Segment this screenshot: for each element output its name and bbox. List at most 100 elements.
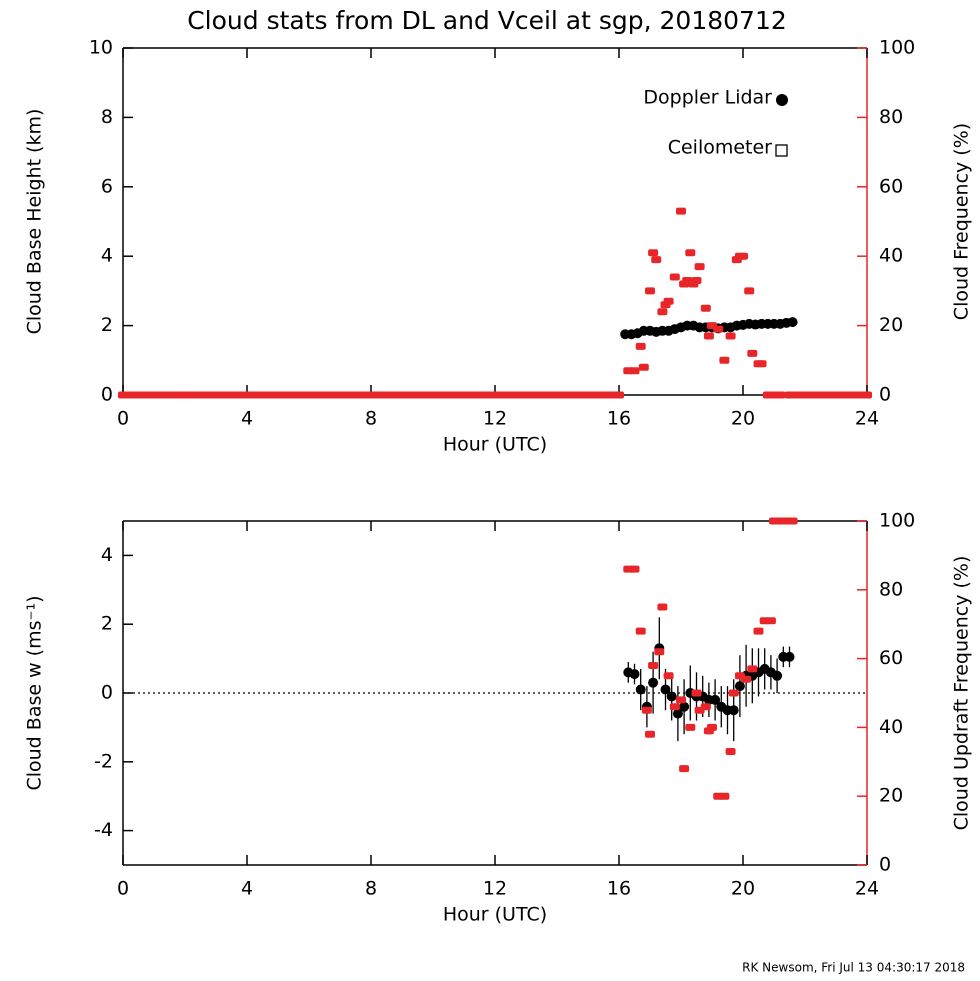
marker xyxy=(366,391,376,399)
y2-tick-label: 80 xyxy=(879,578,903,600)
marker xyxy=(428,391,438,399)
marker xyxy=(606,391,617,399)
marker xyxy=(635,342,646,350)
marker xyxy=(775,391,786,399)
marker xyxy=(567,391,578,399)
marker xyxy=(149,391,159,399)
y-tick-label: 4 xyxy=(101,544,113,566)
y2-axis-label: Cloud Frequency (%) xyxy=(951,123,973,320)
marker xyxy=(691,689,702,697)
y-tick-label: 6 xyxy=(101,175,113,197)
marker xyxy=(497,391,508,399)
chart-title: Cloud stats from DL and Vceil at sgp, 20… xyxy=(187,6,787,35)
legend-label: Ceilometer xyxy=(668,137,772,159)
footer: RK Newsom, Fri Jul 13 04:30:17 2018 xyxy=(742,961,965,975)
marker xyxy=(141,391,152,399)
marker xyxy=(645,287,655,295)
y-tick-label: 0 xyxy=(101,384,113,406)
x-axis-label: Hour (UTC) xyxy=(443,904,547,926)
marker xyxy=(156,391,167,399)
marker xyxy=(651,256,662,264)
marker xyxy=(335,391,345,399)
marker xyxy=(420,391,431,399)
marker xyxy=(666,691,677,702)
marker xyxy=(451,391,462,399)
x-tick-label: 16 xyxy=(607,408,631,430)
y2-tick-label: 0 xyxy=(879,384,891,406)
marker xyxy=(350,391,361,399)
marker xyxy=(536,391,547,399)
y2-tick-label: 100 xyxy=(879,37,915,59)
x-tick-label: 8 xyxy=(365,408,377,430)
marker xyxy=(862,391,872,399)
marker xyxy=(466,391,477,399)
x-tick-label: 16 xyxy=(607,878,631,900)
marker xyxy=(404,391,415,399)
marker xyxy=(180,391,190,399)
marker xyxy=(679,765,690,773)
marker xyxy=(648,661,659,669)
marker xyxy=(226,391,237,399)
legend-marker xyxy=(775,144,788,157)
marker xyxy=(513,391,524,399)
marker xyxy=(679,701,690,712)
marker xyxy=(685,249,696,257)
marker xyxy=(657,603,668,611)
marker xyxy=(734,681,745,692)
marker xyxy=(694,263,705,271)
x-tick-label: 24 xyxy=(855,878,879,900)
y2-tick-label: 40 xyxy=(879,245,903,267)
marker xyxy=(669,273,680,281)
marker xyxy=(327,391,338,399)
x-tick-label: 24 xyxy=(855,408,879,430)
y-tick-label: 0 xyxy=(101,682,113,704)
marker xyxy=(815,391,826,399)
marker xyxy=(672,708,683,719)
marker xyxy=(482,391,493,399)
marker xyxy=(575,391,586,399)
x-tick-label: 0 xyxy=(117,878,129,900)
marker xyxy=(663,672,674,680)
legend-label: Doppler Lidar xyxy=(643,87,772,109)
marker xyxy=(703,332,714,340)
marker xyxy=(257,391,268,399)
marker xyxy=(397,391,407,399)
marker xyxy=(663,297,674,305)
marker xyxy=(685,723,696,731)
marker xyxy=(296,391,307,399)
marker xyxy=(660,684,671,695)
marker xyxy=(172,391,183,399)
y2-tick-label: 0 xyxy=(879,854,891,876)
marker xyxy=(218,391,229,399)
marker xyxy=(195,391,206,399)
x-tick-label: 4 xyxy=(241,408,253,430)
marker xyxy=(747,349,758,357)
marker xyxy=(629,669,640,680)
marker xyxy=(641,706,652,714)
y-tick-label: -4 xyxy=(94,819,113,841)
y2-tick-label: 20 xyxy=(879,314,903,336)
x-axis-label: Hour (UTC) xyxy=(443,434,547,456)
y-tick-label: 4 xyxy=(101,245,113,267)
marker xyxy=(505,391,516,399)
marker xyxy=(544,391,555,399)
marker xyxy=(211,391,221,399)
marker xyxy=(648,249,659,257)
marker xyxy=(713,325,724,333)
marker xyxy=(756,360,767,368)
marker xyxy=(823,391,834,399)
marker xyxy=(654,648,665,656)
y2-tick-label: 60 xyxy=(879,647,903,669)
marker xyxy=(164,391,175,399)
marker xyxy=(490,391,500,399)
marker xyxy=(342,391,353,399)
marker xyxy=(676,207,686,215)
marker xyxy=(700,304,711,312)
x-tick-label: 12 xyxy=(483,878,507,900)
marker xyxy=(273,391,283,399)
marker xyxy=(381,391,392,399)
marker xyxy=(846,391,857,399)
marker xyxy=(784,391,795,399)
marker xyxy=(645,730,655,738)
